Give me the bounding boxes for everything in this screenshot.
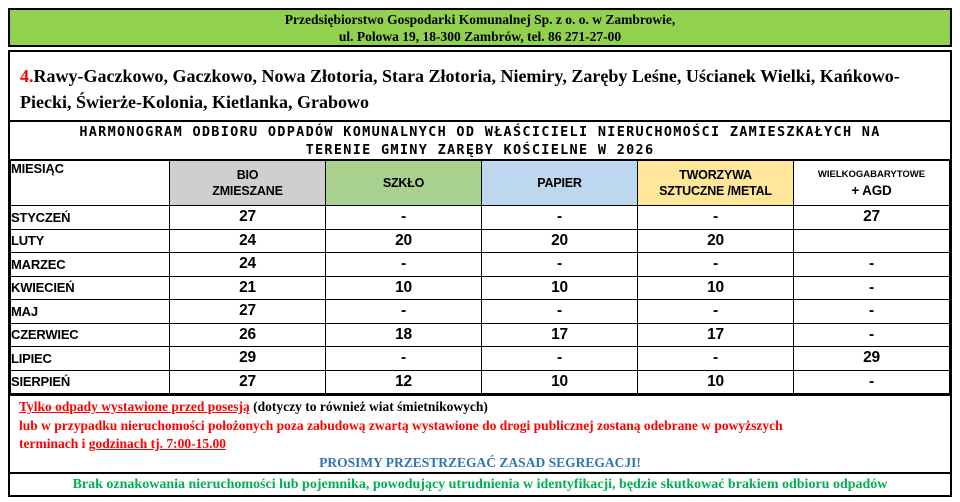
column-header-month: MIESIĄC [10, 159, 170, 206]
value-cell: 10 [325, 275, 482, 300]
schedule-title-line2: TERENIE GMINY ZARĘBY KOŚCIELNE W 2026 [305, 142, 655, 158]
table-row-april: KWIECIEŃ 21 10 10 10 - [10, 275, 950, 300]
value-cell: - [637, 205, 794, 230]
value-cell: 18 [325, 322, 482, 347]
value-cell: 29 [793, 346, 950, 371]
table-row-january: STYCZEŃ 27 - - - 27 [10, 205, 950, 230]
table-row-march: MARZEC 24 - - - - [10, 252, 950, 277]
column-header-glass: SZKŁO [325, 159, 482, 206]
value-cell: - [637, 346, 794, 371]
column-header-paper: PAPIER [481, 159, 638, 206]
month-cell: MARZEC [10, 252, 170, 277]
table-row-june: CZERWIEC 26 18 17 17 - [10, 322, 950, 347]
company-header-band: Przedsiębiorstwo Gospodarki Komunalnej S… [8, 8, 952, 47]
value-cell: - [481, 299, 638, 324]
value-cell: 24 [169, 228, 326, 253]
table-row-may: MAJ 27 - - - - [10, 299, 950, 324]
note-line-3: terminach i godzinach tj. 7:00-15.00 [19, 435, 941, 454]
collection-notes: Tylko odpady wystawione przed posesją (d… [10, 394, 950, 472]
month-cell: LUTY [10, 228, 170, 253]
header-row: MIESIĄC BIO ZMIESZANE SZKŁO PAPIER TWORZ… [10, 159, 950, 206]
month-cell: LIPIEC [10, 346, 170, 371]
value-cell: 12 [325, 369, 482, 394]
note-underlined-hours: godzinach tj. 7:00-15.00 [88, 436, 226, 451]
value-cell: 20 [637, 228, 794, 253]
value-cell: - [325, 205, 482, 230]
value-cell: - [793, 275, 950, 300]
column-header-bulky-agd: WIELKOGABARYTOWE + AGD [793, 159, 950, 206]
value-cell: - [793, 252, 950, 277]
value-cell: 10 [637, 275, 794, 300]
value-cell: 27 [169, 205, 326, 230]
route-locations-line1: Rawy-Gaczkowo, Gaczkowo, Nowa Złotoria, … [33, 66, 816, 86]
value-cell: 20 [481, 228, 638, 253]
value-cell: - [325, 252, 482, 277]
table-row-february: LUTY 24 20 20 20 [10, 228, 950, 253]
column-header-plastic-metal: TWORZYWA SZTUCZNE /METAL [637, 159, 794, 206]
value-cell: - [481, 205, 638, 230]
value-cell: 27 [169, 369, 326, 394]
value-cell: - [325, 346, 482, 371]
month-cell: MAJ [10, 299, 170, 324]
value-cell: 27 [793, 205, 950, 230]
note-black-rest: (dotyczy to również wiat śmietnikowych) [249, 399, 488, 414]
column-header-bulky-line1: WIELKOGABARYTOWE [817, 169, 926, 180]
value-cell: 17 [637, 322, 794, 347]
route-locations-line2: Kańkowo-Piecki, Świerże-Kolonia, Kietlan… [20, 66, 900, 112]
note-underlined-1: Tylko odpady wystawione przed posesją [19, 399, 250, 414]
route-number: 4. [20, 66, 34, 86]
value-cell: 10 [481, 369, 638, 394]
value-cell: 10 [481, 275, 638, 300]
month-cell: SIERPIEŃ [10, 369, 170, 394]
value-cell: - [481, 346, 638, 371]
value-cell: - [325, 299, 482, 324]
column-header-bio-line2: ZMIESZANE [212, 184, 283, 198]
main-content-box: 4.Rawy-Gaczkowo, Gaczkowo, Nowa Złotoria… [8, 50, 952, 497]
value-cell [793, 228, 950, 253]
column-header-plastic-line2: SZTUCZNE /METAL [659, 184, 772, 198]
value-cell: - [793, 299, 950, 324]
value-cell: 29 [169, 346, 326, 371]
month-cell: CZERWIEC [10, 322, 170, 347]
column-header-bio-line1: BIO [236, 168, 259, 182]
segregation-reminder: PROSIMY PRZESTRZEGAĆ ZASAD SEGREGACJI! [319, 454, 641, 470]
column-header-plastic-line1: TWORZYWA [679, 168, 752, 182]
value-cell: - [637, 299, 794, 324]
month-cell: KWIECIEŃ [10, 275, 170, 300]
value-cell: 26 [169, 322, 326, 347]
table-row-august: SIERPIEŃ 27 12 10 10 - [10, 369, 950, 394]
value-cell: - [481, 252, 638, 277]
note-line-1: Tylko odpady wystawione przed posesją (d… [19, 398, 941, 417]
value-cell: 24 [169, 252, 326, 277]
note-line-2: lub w przypadku nieruchomości położonych… [19, 417, 783, 433]
schedule-title-line1: HARMONOGRAM ODBIORU ODPADÓW KOMUNALNYCH … [79, 124, 881, 140]
value-cell: 10 [637, 369, 794, 394]
value-cell: - [793, 322, 950, 347]
route-locations: 4.Rawy-Gaczkowo, Gaczkowo, Nowa Złotoria… [10, 52, 950, 120]
note-line-3-prefix: terminach i [19, 436, 89, 451]
company-address: ul. Polowa 19, 18-300 Zambrów, tel. 86 2… [338, 29, 622, 44]
value-cell: - [637, 252, 794, 277]
value-cell: 21 [169, 275, 326, 300]
value-cell: 17 [481, 322, 638, 347]
month-cell: STYCZEŃ [10, 205, 170, 230]
value-cell: 20 [325, 228, 482, 253]
schedule-table: MIESIĄC BIO ZMIESZANE SZKŁO PAPIER TWORZ… [10, 159, 950, 394]
value-cell: - [793, 369, 950, 394]
marking-warning: Brak oznakowania nieruchomości lub pojem… [10, 472, 950, 495]
company-name: Przedsiębiorstwo Gospodarki Komunalnej S… [284, 12, 676, 27]
schedule-title: HARMONOGRAM ODBIORU ODPADÓW KOMUNALNYCH … [10, 120, 950, 159]
column-header-bio: BIO ZMIESZANE [169, 159, 326, 206]
table-row-july: LIPIEC 29 - - - 29 [10, 346, 950, 371]
column-header-bulky-line2: + AGD [851, 183, 892, 198]
value-cell: 27 [169, 299, 326, 324]
